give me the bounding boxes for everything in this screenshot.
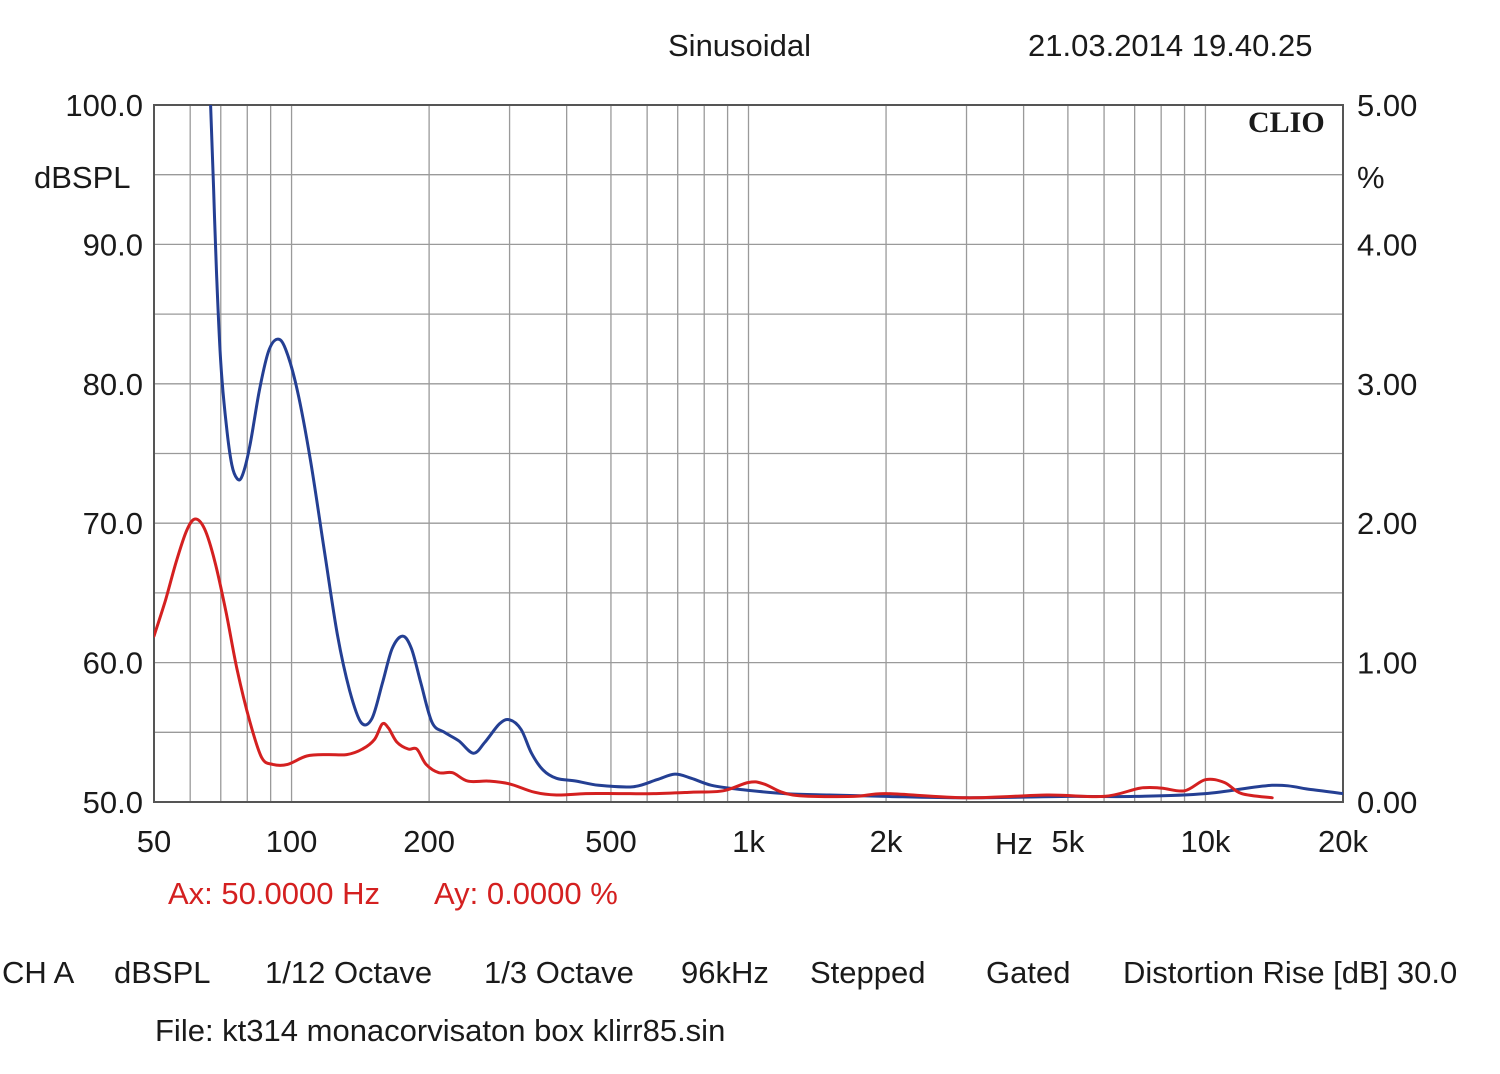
left-y-tick-label: 100.0: [65, 88, 143, 123]
x-unit-label: Hz: [995, 826, 1033, 861]
x-tick-label: 20k: [1318, 824, 1368, 859]
left-y-tick-label: 50.0: [83, 785, 143, 820]
x-tick-label: 500: [585, 824, 637, 859]
x-tick-label: 200: [403, 824, 455, 859]
x-tick-label: 5k: [1052, 824, 1085, 859]
chart-series: [154, 105, 1343, 800]
left-y-tick-label: 90.0: [83, 227, 143, 262]
chart-grid: [154, 105, 1343, 802]
right-y-tick-label: 4.00: [1357, 227, 1417, 262]
x-tick-label: 2k: [870, 824, 903, 859]
chart-labels: 50 100 200 500 1k 2k 5k 10k 20k 100.0 90.0 80.0 70.0…: [65, 88, 1417, 859]
x-tick-label: 100: [266, 824, 318, 859]
cursor-y-readout: Ay: 0.0000 %: [434, 876, 618, 911]
footer-sample-rate: 96kHz: [681, 955, 769, 990]
footer-resolution: 1/3 Octave: [484, 955, 634, 990]
right-y-tick-label: 3.00: [1357, 367, 1417, 402]
x-tick-label: 50: [137, 824, 171, 859]
right-y-tick-label: 5.00: [1357, 88, 1417, 123]
x-tick-label: 1k: [732, 824, 765, 859]
blue-series-line: [209, 105, 1343, 800]
left-y-tick-label: 80.0: [83, 367, 143, 402]
footer-unit: dBSPL: [114, 955, 211, 990]
right-y-tick-label: 2.00: [1357, 506, 1417, 541]
clio-watermark: CLIO: [1248, 106, 1325, 139]
right-y-tick-label: 0.00: [1357, 785, 1417, 820]
footer-channel: CH A: [2, 955, 75, 990]
left-axis-title: dBSPL: [34, 160, 131, 195]
red-series-line: [154, 517, 1274, 800]
footer-gating: Gated: [986, 955, 1071, 990]
measurement-mode-label: Sinusoidal: [668, 28, 812, 63]
footer-file-name: File: kt314 monacorvisaton box klirr85.s…: [155, 1013, 726, 1048]
cursor-x-readout: Ax: 50.0000 Hz: [168, 876, 380, 911]
left-y-tick-label: 70.0: [83, 506, 143, 541]
x-tick-label: 10k: [1180, 824, 1230, 859]
footer-smoothing: 1/12 Octave: [265, 955, 433, 990]
footer-sweep-type: Stepped: [810, 955, 926, 990]
left-y-tick-label: 60.0: [83, 646, 143, 681]
right-y-tick-label: 1.00: [1357, 646, 1417, 681]
plot-frame: [153, 104, 1344, 803]
timestamp-label: 21.03.2014 19.40.25: [1028, 28, 1313, 63]
right-axis-title: %: [1357, 160, 1385, 195]
footer-distortion-rise: Distortion Rise [dB] 30.0: [1123, 955, 1458, 990]
